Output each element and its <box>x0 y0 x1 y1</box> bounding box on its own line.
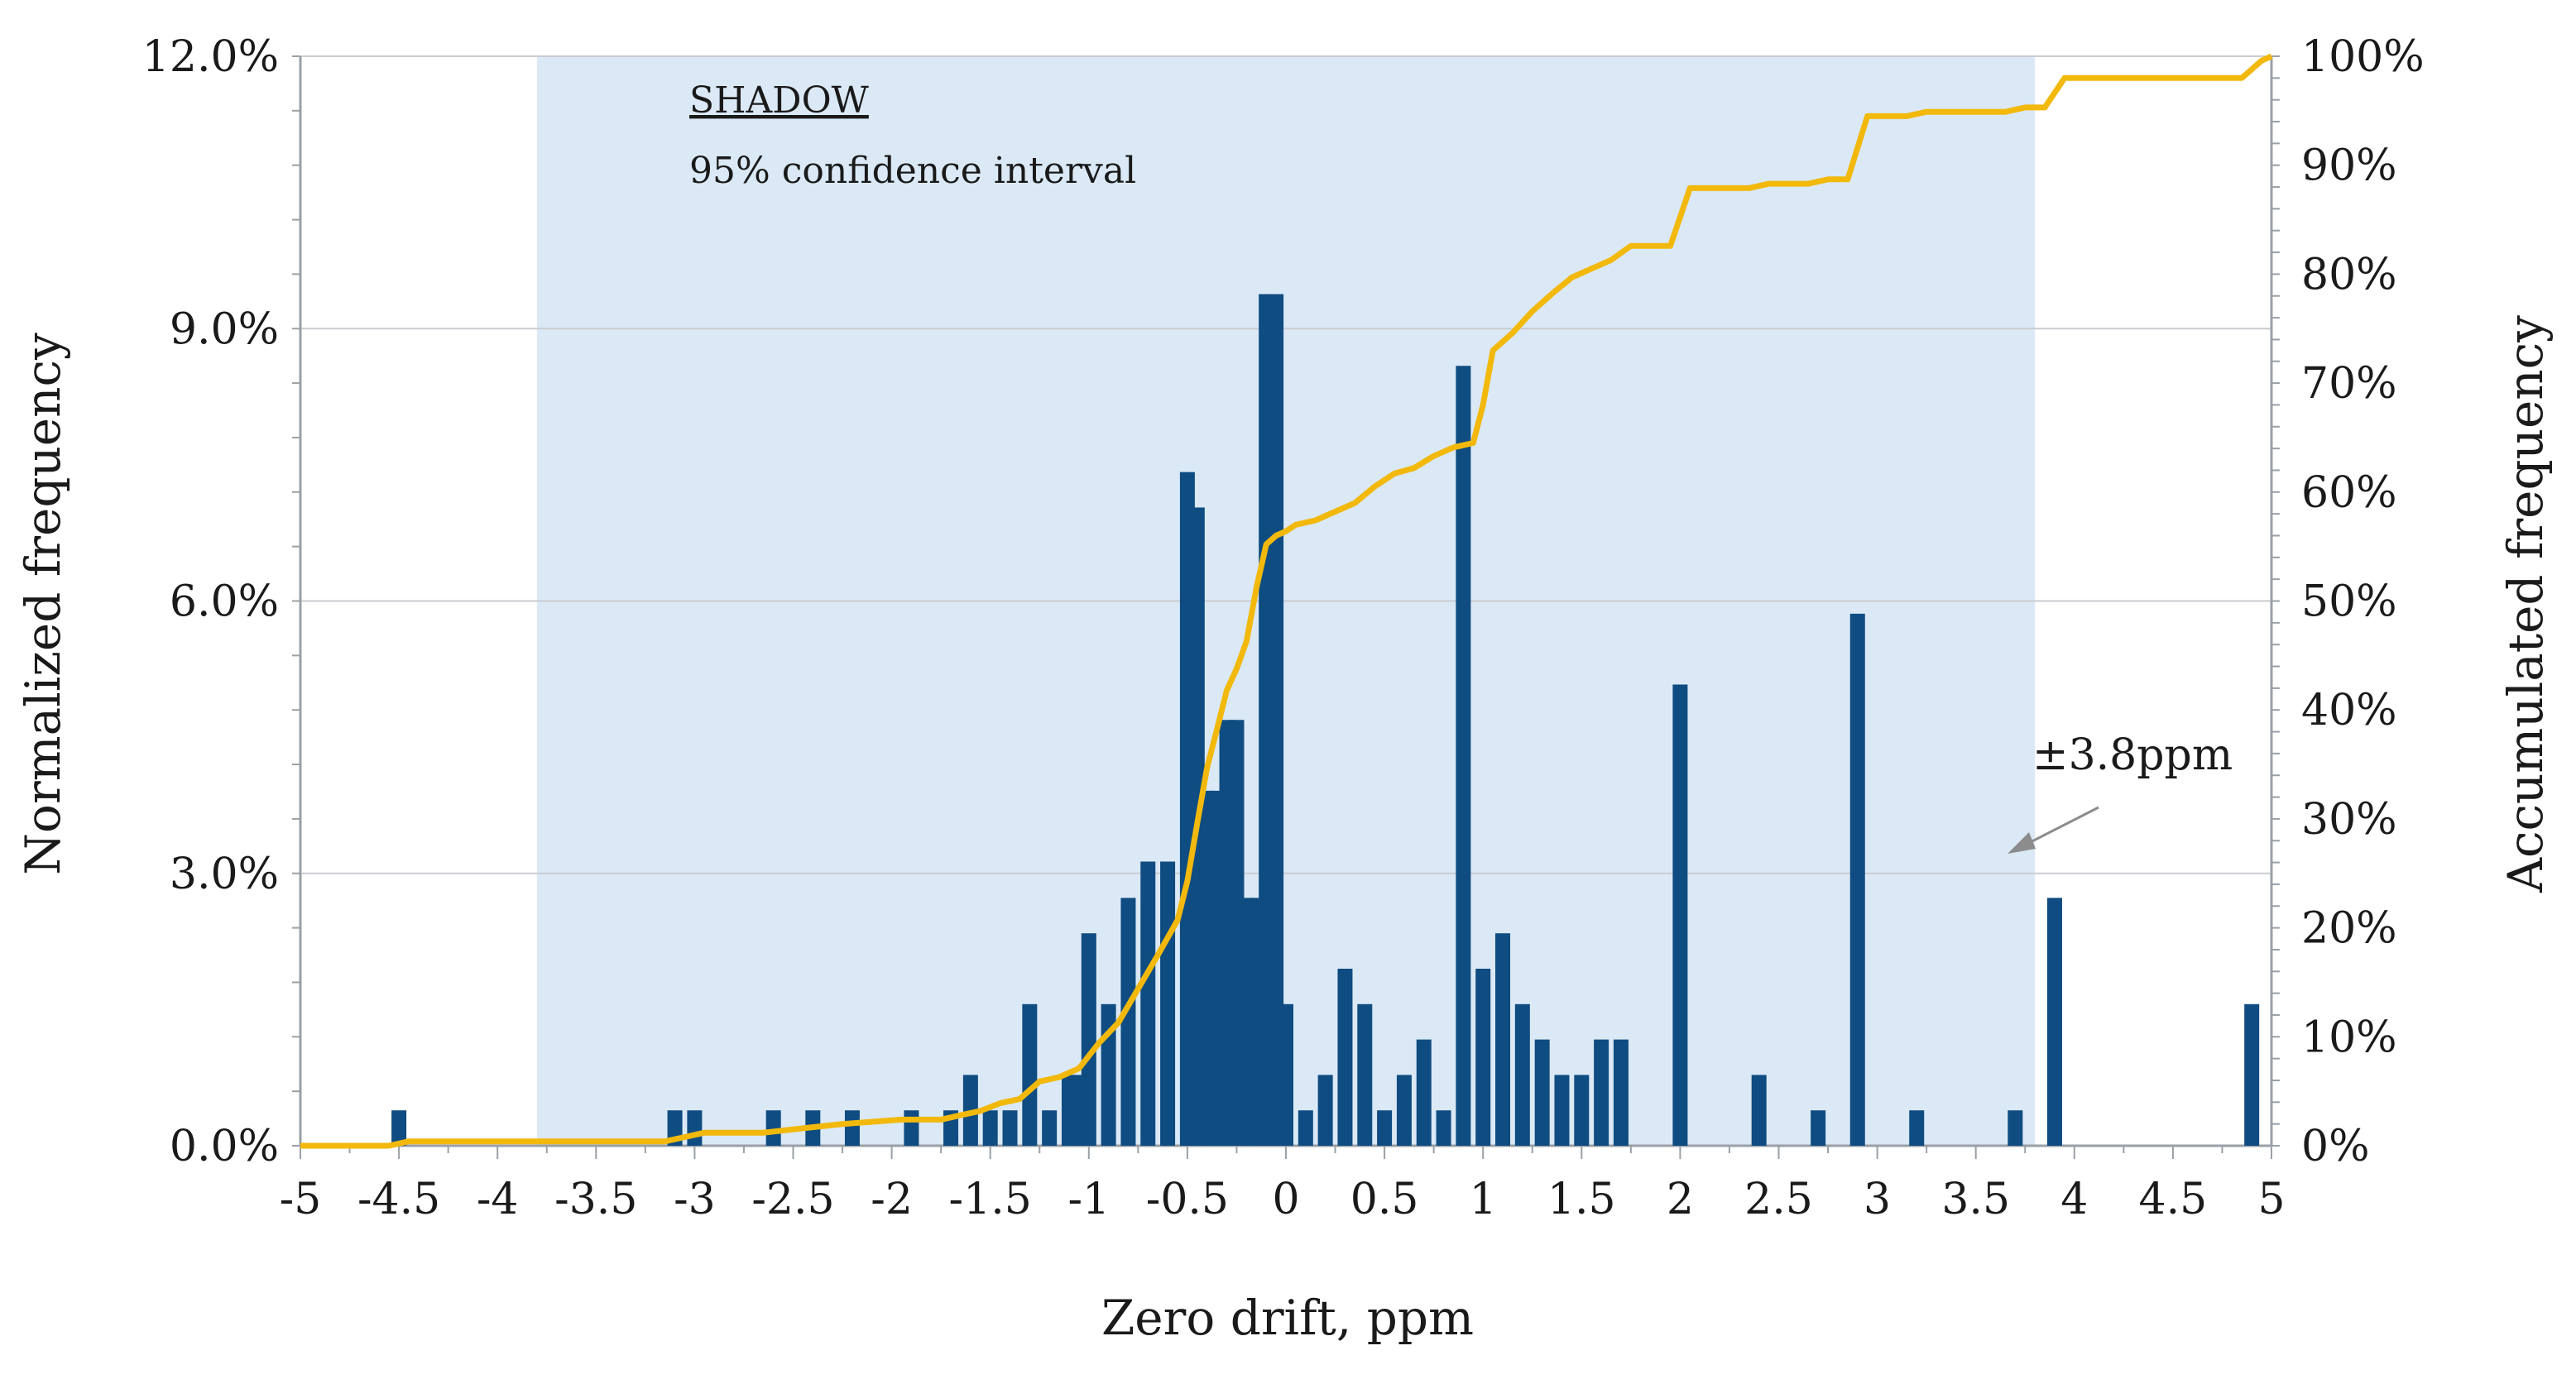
histogram-bar <box>1160 861 1176 1146</box>
histogram-bar <box>1574 1075 1590 1146</box>
histogram-bar <box>1436 1110 1451 1146</box>
histogram-bar <box>1416 1039 1432 1146</box>
histogram-bar <box>1022 1003 1038 1146</box>
x-tick-label: -4 <box>477 1175 519 1224</box>
histogram-bar <box>1081 933 1096 1146</box>
y-right-tick-label: 100% <box>2301 32 2425 82</box>
y-right-tick-label: 0% <box>2301 1122 2370 1171</box>
histogram-bar <box>1811 1110 1826 1146</box>
histogram-bar <box>2244 1003 2260 1146</box>
x-tick-label: -3 <box>674 1175 716 1224</box>
x-tick-label: 1.5 <box>1547 1175 1616 1224</box>
histogram-bar <box>1042 1110 1058 1146</box>
y-left-tick-label: 0.0% <box>170 1122 279 1171</box>
histogram-bar <box>1534 1039 1550 1146</box>
histogram-bar <box>1278 1003 1293 1146</box>
histogram-bar <box>1475 968 1491 1146</box>
histogram-bar <box>1298 1110 1313 1146</box>
x-tick-label: 0 <box>1272 1175 1299 1224</box>
histogram-bar <box>2008 1110 2023 1146</box>
x-tick-label: -4.5 <box>357 1175 440 1224</box>
x-axis-title: Zero drift, ppm <box>1101 1290 1474 1346</box>
x-tick-label: 0.5 <box>1350 1175 1419 1224</box>
histogram-bar <box>1594 1039 1609 1146</box>
histogram-bar <box>1357 1003 1373 1146</box>
histogram-bar <box>1554 1075 1570 1146</box>
y-left-tick-label: 3.0% <box>170 850 279 899</box>
x-tick-label: 2.5 <box>1744 1175 1813 1224</box>
histogram-bar <box>844 1110 860 1146</box>
y-right-tick-label: 50% <box>2301 577 2397 627</box>
y-right-tick-label: 60% <box>2301 468 2397 518</box>
x-tick-label: 2 <box>1667 1175 1694 1224</box>
histogram-bar <box>1751 1075 1767 1146</box>
histogram-bar <box>1377 1110 1393 1146</box>
shadow-label: SHADOW <box>689 79 870 122</box>
y-right-tick-label: 90% <box>2301 141 2397 191</box>
x-tick-label: 5 <box>2257 1175 2285 1224</box>
histogram-bar <box>1140 861 1156 1146</box>
confidence-interval-label: 95% confidence interval <box>689 150 1136 192</box>
histogram-bar <box>1396 1075 1412 1146</box>
cumulative-frequency-line <box>300 53 2273 1149</box>
x-tick-label: -1 <box>1067 1175 1110 1224</box>
histogram-bar <box>2046 898 2062 1146</box>
y-right-tick-label: 30% <box>2301 795 2397 845</box>
y-left-tick-label: 12.0% <box>142 32 279 82</box>
histogram-bar <box>1002 1110 1018 1146</box>
histogram-bar <box>765 1110 781 1146</box>
histogram-bar <box>982 1110 998 1146</box>
histogram-bar <box>1317 1075 1333 1146</box>
x-tick-label: -2.5 <box>751 1175 834 1224</box>
y-right-tick-label: 10% <box>2301 1013 2397 1062</box>
histogram-bar <box>1672 684 1688 1146</box>
x-tick-label: -3.5 <box>554 1175 637 1224</box>
range-annotation: ±3.8ppm <box>2032 730 2233 780</box>
y-axis-left-title: Normalized frequency <box>15 333 71 875</box>
x-tick-label: 4 <box>2060 1175 2088 1224</box>
histogram-bar <box>1269 294 1284 1146</box>
x-tick-label: 4.5 <box>2139 1175 2208 1224</box>
histogram-bar <box>1909 1110 1925 1146</box>
histogram-bar <box>1849 613 1865 1146</box>
y-right-tick-label: 40% <box>2301 686 2397 735</box>
annotation-arrow-head <box>2008 832 2036 854</box>
y-axis-right-title: Accumulated frequency <box>2497 315 2554 893</box>
y-left-tick-label: 9.0% <box>170 304 279 354</box>
y-left-tick-label: 6.0% <box>170 577 279 627</box>
histogram-bar <box>687 1110 703 1146</box>
tick-labels: -5 -4.5 -4 -3.5 -3 -2.5 -2 -1.5 -1 -0.5 0 0.5 1 1.5 2 2… <box>142 32 2425 1224</box>
histogram-bar <box>391 1110 407 1146</box>
x-tick-label: -5 <box>280 1175 322 1224</box>
histogram-bar <box>1120 898 1136 1146</box>
histogram-bar <box>1613 1039 1629 1146</box>
cumulative-line-series <box>300 53 2273 1149</box>
histogram-bar <box>1456 366 1471 1146</box>
histogram-bar <box>1495 933 1511 1146</box>
histogram-bar <box>904 1110 919 1146</box>
y-right-tick-label: 70% <box>2301 359 2397 409</box>
histogram-bar <box>1337 968 1353 1146</box>
x-tick-label: -0.5 <box>1146 1175 1229 1224</box>
y-right-tick-label: 80% <box>2301 250 2397 299</box>
x-tick-label: -2 <box>871 1175 913 1224</box>
x-tick-label: 1 <box>1470 1175 1497 1224</box>
y-right-tick-label: 20% <box>2301 904 2397 954</box>
histogram-bar <box>1514 1003 1530 1146</box>
x-tick-label: 3.5 <box>1941 1175 2010 1224</box>
x-tick-label: -1.5 <box>949 1175 1032 1224</box>
x-tick-label: 3 <box>1864 1175 1891 1224</box>
